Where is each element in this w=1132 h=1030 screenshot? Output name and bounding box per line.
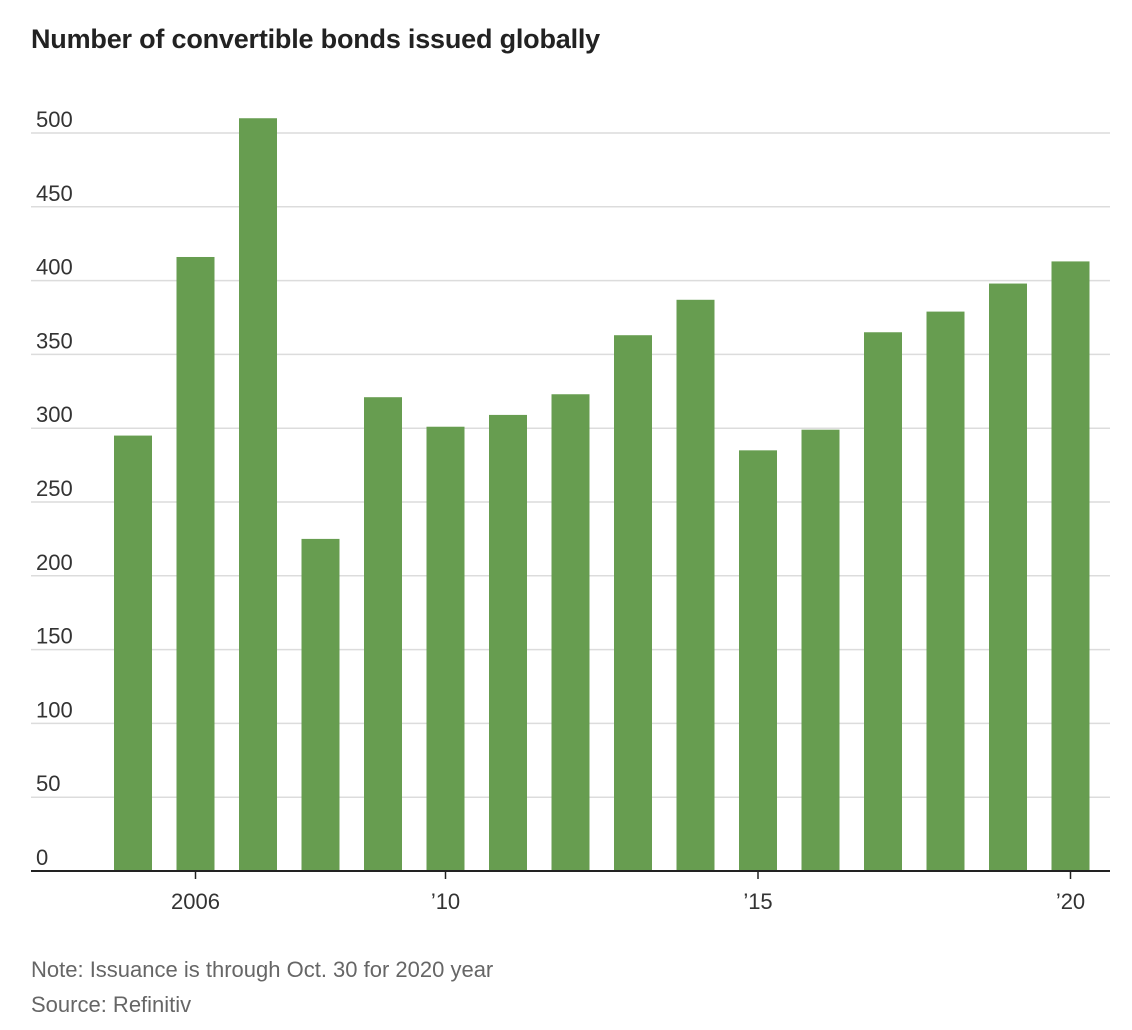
x-tick-label: ’20 (1056, 889, 1085, 914)
bar-2012 (551, 394, 590, 871)
y-axis-labels: 0 50 100 150 200 250 300 350 400 450 500 (36, 107, 73, 870)
x-tick-label: ’15 (743, 889, 772, 914)
y-tick-label: 0 (36, 845, 48, 870)
bar-2008 (301, 538, 340, 871)
bars (114, 118, 1090, 872)
y-tick-label: 150 (36, 624, 73, 649)
x-tick-label: 2006 (171, 889, 220, 914)
bar-2014 (676, 299, 715, 872)
bar-2016 (801, 429, 840, 871)
y-tick-label: 500 (36, 107, 73, 132)
x-tick-label: ’10 (431, 889, 460, 914)
bar-2005 (114, 435, 152, 871)
bar-2020 (1051, 261, 1090, 871)
bar-2006 (176, 256, 215, 871)
bar-2010 (426, 426, 465, 871)
y-tick-label: 350 (36, 328, 73, 353)
y-tick-label: 300 (36, 402, 73, 427)
bar-2007 (239, 118, 277, 872)
chart-note: Note: Issuance is through Oct. 30 for 20… (31, 957, 494, 982)
bar-2017 (864, 332, 902, 871)
bar-2015 (739, 450, 777, 871)
x-axis-labels: 2006 ’10 ’15 ’20 (171, 871, 1085, 914)
chart-source: Source: Refinitiv (31, 992, 192, 1017)
chart-title: Number of convertible bonds issued globa… (31, 24, 600, 54)
bar-2019 (989, 283, 1027, 871)
y-tick-label: 100 (36, 697, 73, 722)
bar-chart: 0 50 100 150 200 250 300 350 400 450 500 2006 ’10 ’1… (31, 107, 1110, 914)
y-tick-label: 200 (36, 550, 73, 575)
y-tick-label: 400 (36, 255, 73, 280)
bar-2013 (614, 335, 652, 871)
y-tick-label: 450 (36, 181, 73, 206)
bar-2018 (926, 311, 965, 871)
bar-2011 (489, 414, 527, 871)
y-tick-label: 50 (36, 771, 60, 796)
y-tick-label: 250 (36, 476, 73, 501)
bar-2009 (364, 397, 402, 871)
